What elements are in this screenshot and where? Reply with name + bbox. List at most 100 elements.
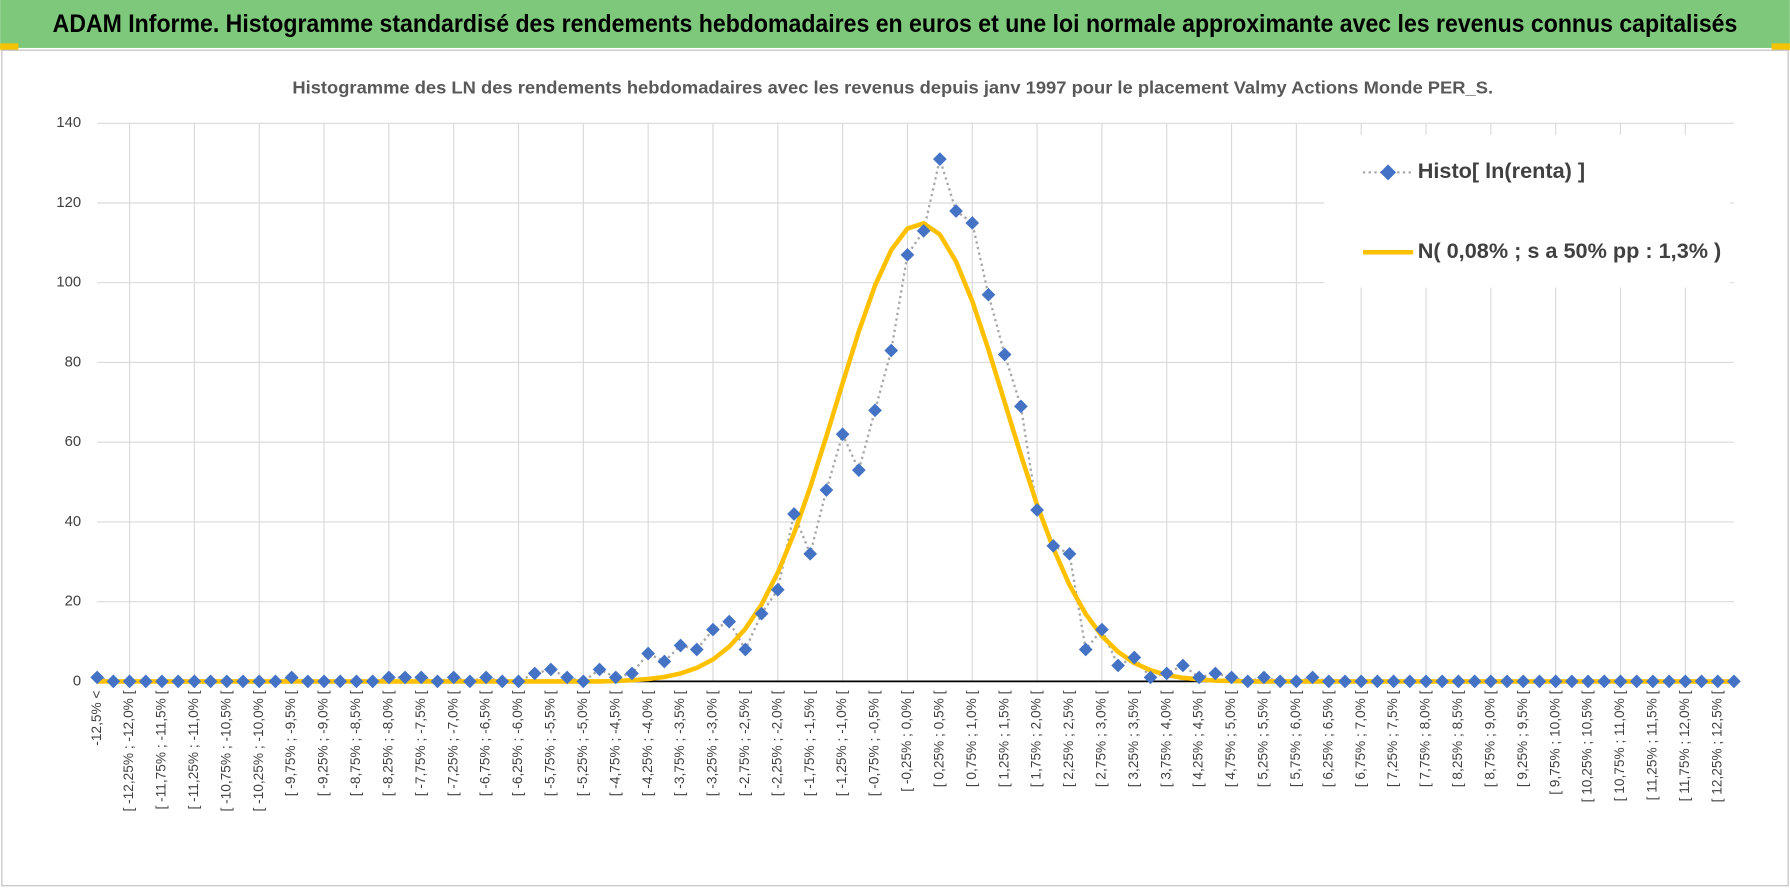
y-tick-label: 20: [65, 594, 82, 610]
data-point: [155, 674, 169, 689]
x-tick-label: [ -4,25% ; -4,0% [: [640, 690, 655, 796]
x-tick-label: [ 1,75% ; 2,0% [: [1029, 690, 1044, 787]
data-point: [317, 674, 331, 689]
data-point: [333, 674, 348, 689]
x-tick-label: [ 4,75% ; 5,0% [: [1223, 690, 1238, 787]
x-tick-label: [ 10,75% ; 11,0% [: [1612, 690, 1627, 801]
data-point: [479, 670, 493, 685]
x-tick-label: [ -2,75% ; -2,5% [: [737, 690, 752, 796]
data-point: [1483, 674, 1498, 689]
data-point: [398, 670, 412, 685]
data-point: [835, 427, 850, 442]
data-point: [1613, 674, 1628, 689]
data-point: [1030, 503, 1044, 517]
data-point: [1143, 670, 1158, 685]
data-point: [1678, 674, 1693, 689]
data-point: [1176, 658, 1190, 673]
data-point: [1062, 546, 1077, 561]
x-tick-label: [ -6,75% ; -6,5% [: [478, 690, 493, 796]
x-tick-label: [ -10,25% ; -10,0% [: [251, 690, 266, 811]
data-point: [187, 674, 202, 689]
x-tick-label: [ -9,25% ; -9,0% [: [316, 690, 331, 796]
data-point: [754, 606, 769, 621]
data-point: [1127, 650, 1142, 665]
data-point: [1597, 674, 1612, 689]
x-tick-label: [ 10,25% ; 10,5% [: [1580, 690, 1595, 802]
legend-label: Histo[ ln(renta) ]: [1418, 158, 1585, 183]
page-title: ADAM Informe. Histogramme standardisé de…: [53, 10, 1738, 38]
x-tick-label: [ 8,25% ; 8,5% [: [1450, 690, 1465, 787]
y-tick-label: 120: [56, 195, 81, 211]
data-point: [1305, 670, 1320, 685]
data-point: [916, 224, 931, 238]
data-point: [1548, 674, 1563, 689]
data-point: [1386, 674, 1401, 689]
data-point: [1192, 670, 1206, 685]
x-tick-label: [ 0,25% ; 0,5% [: [931, 690, 946, 787]
data-point: [1565, 674, 1579, 689]
data-point: [1710, 674, 1725, 689]
data-point: [1111, 658, 1125, 673]
data-point: [430, 674, 445, 689]
data-point: [1078, 642, 1093, 657]
x-tick-label: [ -8,25% ; -8,0% [: [380, 690, 395, 796]
x-tick-label: -12,5% <: [89, 691, 104, 746]
x-tick-label: [ 11,25% ; 11,5% [: [1645, 690, 1660, 800]
x-tick-label: [ 5,75% ; 6,0% [: [1288, 690, 1303, 787]
y-tick-label: 140: [56, 115, 81, 131]
x-tick-label: [ 2,25% ; 2,5% [: [1061, 690, 1076, 787]
corner-accent: [1771, 43, 1790, 51]
data-point: [349, 674, 364, 689]
x-tick-label: [ -10,75% ; -10,5% [: [218, 690, 233, 811]
y-tick-label: 0: [73, 673, 81, 689]
x-tick-label: [ 3,75% ; 4,0% [: [1158, 690, 1173, 787]
data-point: [722, 614, 737, 629]
data-point: [1338, 674, 1352, 689]
data-point: [1467, 674, 1482, 689]
data-point: [414, 670, 429, 685]
data-point: [1224, 670, 1239, 685]
data-point: [1419, 674, 1433, 689]
data-point: [1095, 622, 1109, 637]
x-tick-label: [ -1,75% ; -1,5% [: [802, 690, 817, 796]
x-tick-label: [ 9,25% ; 9,5% [: [1515, 690, 1530, 787]
x-tick-label: [ 9,75% ; 10,0% [: [1547, 690, 1562, 794]
data-point: [1257, 670, 1271, 685]
data-point: [252, 674, 267, 689]
x-tick-label: [ -5,75% ; -5,5% [: [543, 690, 558, 796]
header-bar: [0, 0, 1790, 48]
data-point: [219, 674, 234, 689]
data-point: [106, 674, 121, 689]
legend-box: [1324, 134, 1731, 288]
data-point: [1532, 674, 1547, 689]
y-tick-label: 60: [65, 434, 82, 450]
x-tick-label: [ 8,75% ; 9,0% [: [1482, 690, 1497, 787]
data-point: [90, 670, 105, 685]
chart-border: [1, 49, 1789, 887]
x-tick-label: [ 6,75% ; 7,0% [: [1353, 690, 1368, 787]
y-tick-label: 40: [65, 514, 82, 530]
x-tick-label: [ -2,25% ; -2,0% [: [769, 690, 784, 796]
x-tick-label: [ -6,25% ; -6,0% [: [510, 690, 525, 796]
x-tick-label: [ 7,25% ; 7,5% [: [1385, 690, 1400, 787]
data-point: [1500, 674, 1514, 689]
data-point: [884, 343, 899, 358]
legend-swatch: [1380, 164, 1397, 181]
data-point: [1727, 674, 1741, 689]
x-tick-label: [ -3,75% ; -3,5% [: [672, 690, 687, 796]
x-tick-label: [ -11,25% ; -11,0% [: [186, 690, 201, 809]
data-point: [1240, 674, 1255, 689]
data-point: [576, 674, 591, 689]
x-tick-label: [ -12,25% ; -12,0% [: [121, 690, 136, 811]
data-point: [1354, 674, 1369, 689]
data-point: [949, 204, 963, 218]
data-point: [236, 674, 250, 689]
data-point: [1321, 674, 1336, 689]
data-point: [382, 670, 396, 685]
chart-title: Histogramme des LN des rendements hebdom…: [292, 79, 1493, 98]
x-tick-label: [ 4,25% ; 4,5% [: [1191, 690, 1206, 787]
legend-label: N( 0,08% ; s a 50% pp : 1,3% ): [1418, 238, 1722, 263]
x-tick-label: [ 5,25% ; 5,5% [: [1256, 690, 1271, 787]
x-tick-label: [ -7,75% ; -7,5% [: [413, 690, 428, 796]
x-tick-label: [ -1,25% ; -1,0% [: [834, 690, 849, 796]
